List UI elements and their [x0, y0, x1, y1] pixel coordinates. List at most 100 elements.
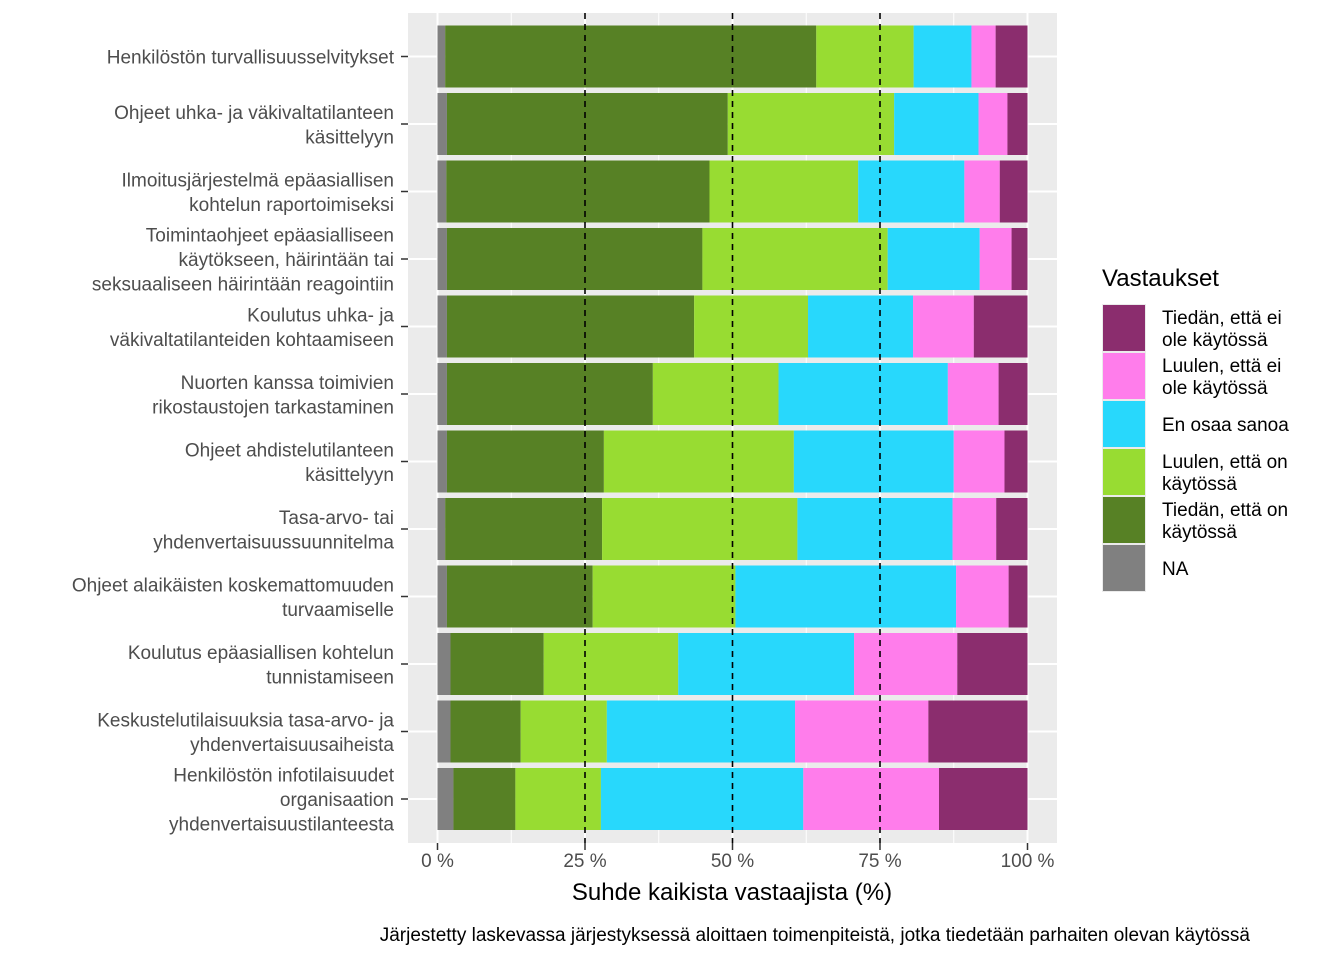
bar-segment-na — [437, 498, 446, 560]
legend-key-swatch — [1103, 497, 1145, 543]
category-label: Ilmoitusjärjestelmä epäasiallisen kohtelu… — [122, 170, 394, 216]
legend-label: Tiedän, että on käytössä — [1162, 500, 1288, 543]
bar-segment-na — [437, 430, 447, 493]
category-label: Henkilöstön infotilaisuudet organisaation… — [169, 766, 395, 836]
bar-segment-luulen-on — [694, 295, 809, 358]
bar-segment-tiedan-on — [450, 700, 521, 763]
bar-segment-en-osaa — [797, 498, 953, 560]
legend-label: Luulen, että ei ole käytössä — [1162, 356, 1281, 399]
bar-segment-tiedan-on — [450, 633, 544, 695]
bar-segment-na — [437, 228, 447, 290]
category-label: Koulutus uhka- ja väkivaltatilanteiden ko… — [110, 305, 395, 351]
legend: Vastaukset Tiedän, että ei ole käytössä Lu… — [1102, 265, 1289, 592]
bar-segment-luulen-on — [602, 498, 798, 560]
bar-segment-luulen-ei — [947, 363, 999, 425]
bar-segment-tiedan-ei — [995, 25, 1028, 88]
category-label: Ohjeet uhka- ja väkivaltatilanteen käsitt… — [114, 103, 394, 149]
category-label: Ohjeet alaikäisten koskemattomuuden turva… — [72, 575, 394, 621]
bar-segment-tiedan-on — [446, 93, 728, 155]
legend-label: En osaa sanoa — [1162, 415, 1289, 436]
legend-key-swatch — [1103, 353, 1145, 399]
legend-key-swatch — [1103, 449, 1145, 495]
bar-segment-luulen-ei — [953, 430, 1005, 493]
bar-segment-luulen-on — [520, 700, 607, 763]
legend-key-swatch — [1103, 305, 1145, 351]
bars — [437, 25, 1028, 830]
bar-segment-luulen-ei — [964, 160, 1000, 223]
x-tick-label: 100 % — [1001, 851, 1055, 872]
bar-segment-en-osaa — [793, 430, 954, 493]
bar-segment-tiedan-on — [446, 363, 653, 425]
bar-segment-tiedan-on — [445, 25, 817, 88]
bar-segment-luulen-on — [603, 430, 794, 493]
category-label: Toimintaohjeet epäasialliseen käytökseen,… — [92, 226, 394, 296]
bar-segment-en-osaa — [913, 25, 972, 88]
legend-key-swatch — [1103, 401, 1145, 447]
category-label: Koulutus epäasiallisen kohtelun tunnistam… — [128, 643, 394, 689]
bar-segment-luulen-ei — [971, 25, 996, 88]
bar-segment-luulen-on — [816, 25, 914, 88]
bar-segment-tiedan-ei — [999, 160, 1028, 223]
bar-segment-tiedan-ei — [1004, 430, 1028, 493]
bar-segment-tiedan-ei — [939, 768, 1028, 830]
bar-segment-en-osaa — [858, 160, 965, 223]
bar-segment-luulen-on — [592, 565, 736, 628]
bar-segment-luulen-on — [727, 93, 895, 155]
bar-segment-tiedan-ei — [998, 363, 1028, 425]
bar-segment-luulen-on — [515, 768, 601, 830]
bar-segment-luulen-ei — [979, 228, 1012, 290]
bar-segment-luulen-ei — [795, 700, 929, 763]
bar-segment-en-osaa — [887, 228, 980, 290]
bar-segment-tiedan-ei — [996, 498, 1028, 560]
category-label: Ohjeet ahdistelutilanteen käsittelyyn — [185, 440, 394, 486]
bar-segment-tiedan-on — [446, 228, 703, 290]
bar-segment-en-osaa — [600, 768, 804, 830]
x-axis-ticks: 0 % 25 % 50 % 75 % 100 % — [421, 843, 1055, 872]
x-tick-label: 25 % — [563, 851, 606, 872]
category-labels: Henkilöstön turvallisuusselvitykset Ohjee… — [72, 48, 408, 836]
bar-segment-en-osaa — [808, 295, 914, 358]
bar-segment-na — [437, 633, 451, 695]
category-label: Tasa-arvo- tai yhdenvertaisuussuunnitelma — [153, 508, 394, 554]
legend-label: NA — [1162, 559, 1189, 580]
bar-segment-en-osaa — [778, 363, 948, 425]
bar-segment-tiedan-on — [446, 565, 593, 628]
bar-segment-tiedan-ei — [1011, 228, 1028, 290]
legend-label: Tiedän, että ei ole käytössä — [1162, 308, 1282, 351]
category-label: Henkilöstön turvallisuusselvitykset — [107, 48, 395, 69]
bar-segment-luulen-ei — [978, 93, 1008, 155]
bar-segment-tiedan-on — [446, 160, 710, 223]
bar-segment-na — [437, 93, 447, 155]
bar-segment-luulen-on — [709, 160, 859, 223]
bar-segment-na — [437, 565, 447, 628]
bar-segment-na — [437, 25, 446, 88]
bar-segment-tiedan-on — [453, 768, 516, 830]
bar-segment-tiedan-ei — [973, 295, 1028, 358]
bar-segment-luulen-ei — [803, 768, 939, 830]
bar-segment-tiedan-on — [446, 295, 695, 358]
bar-segment-na — [437, 700, 451, 763]
bar-segment-na — [437, 363, 447, 425]
bar-segment-en-osaa — [678, 633, 855, 695]
bar-segment-en-osaa — [735, 565, 957, 628]
bar-segment-luulen-ei — [956, 565, 1009, 628]
x-tick-label: 0 % — [421, 851, 454, 872]
legend-label: Luulen, että on käytössä — [1162, 452, 1288, 495]
legend-title: Vastaukset — [1102, 265, 1219, 292]
x-axis-title: Suhde kaikista vastaajista (%) — [572, 879, 892, 906]
bar-segment-en-osaa — [894, 93, 979, 155]
bar-segment-tiedan-on — [446, 430, 604, 493]
bar-segment-na — [437, 768, 454, 830]
bar-segment-na — [437, 160, 447, 223]
bar-segment-tiedan-ei — [928, 700, 1028, 763]
bar-segment-luulen-on — [543, 633, 679, 695]
category-label: Keskustelutilaisuuksia tasa-arvo- ja yhde… — [97, 710, 394, 756]
x-tick-label: 50 % — [711, 851, 754, 872]
category-label: Nuorten kanssa toimivien rikostaustojen t… — [152, 373, 394, 419]
bar-segment-luulen-ei — [854, 633, 958, 695]
bar-segment-luulen-ei — [952, 498, 997, 560]
bar-segment-tiedan-ei — [1008, 565, 1028, 628]
bar-segment-luulen-on — [652, 363, 779, 425]
bar-segment-tiedan-ei — [1007, 93, 1028, 155]
